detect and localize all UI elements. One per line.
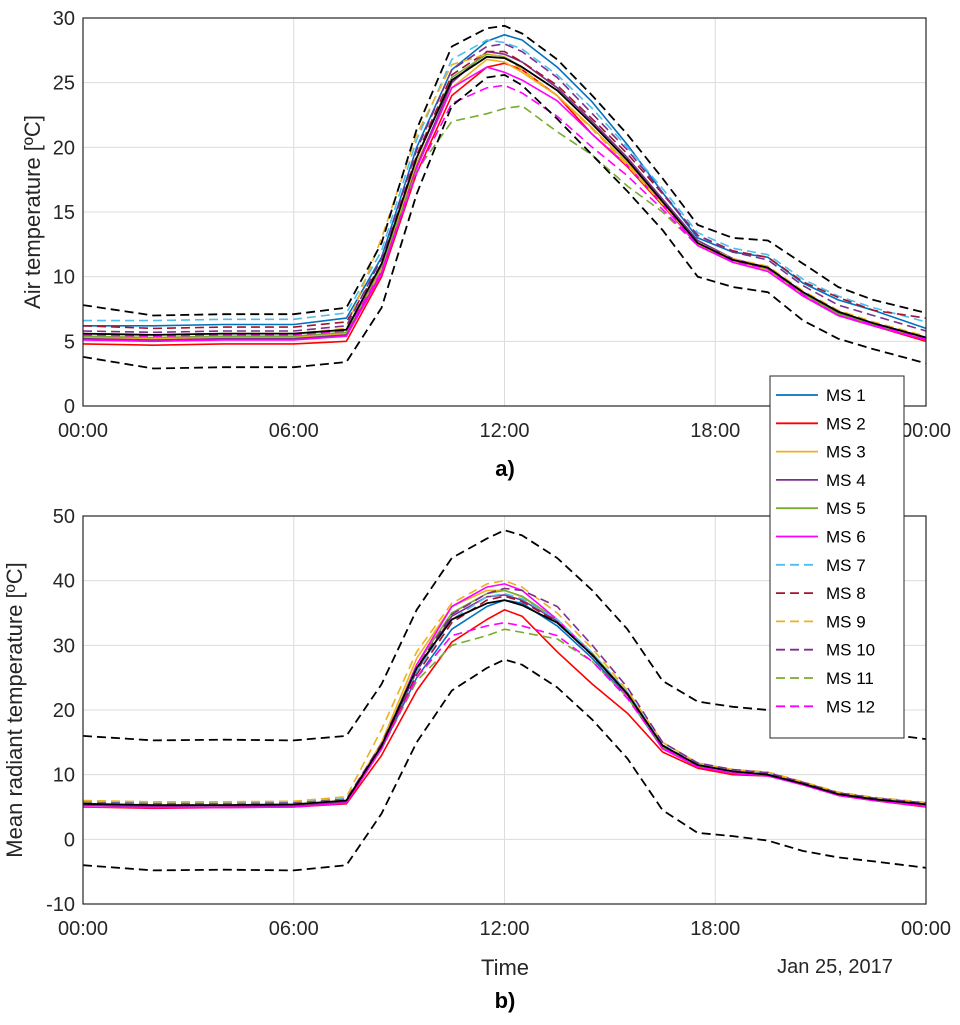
legend-label-ms-5: MS 5	[826, 499, 866, 518]
y-tick-label-b: -10	[46, 894, 75, 916]
series-line-reference-13-a	[82, 24, 927, 317]
series-line-reference-12-b	[82, 599, 927, 806]
series-lines-a	[82, 24, 927, 370]
x-tick-label-b: 18:00	[690, 918, 740, 940]
series-line-ms-6-a	[82, 66, 927, 343]
series-line-ms-9-b	[82, 579, 927, 804]
legend-label-ms-11: MS 11	[826, 669, 874, 688]
y-tick-label-b: 40	[53, 571, 75, 593]
y-tick-label-b: 20	[53, 700, 75, 722]
y-tick-label-b: 30	[53, 635, 75, 657]
y-tick-label-a: 20	[53, 137, 75, 159]
series-lines-b	[82, 529, 927, 872]
x-tick-label-b: 06:00	[269, 918, 319, 940]
legend: MS 1 MS 2 MS 3 MS 4 MS 5 MS 6 MS 7 MS 8 MS 9 MS 1…	[769, 375, 905, 739]
legend-label-ms-8: MS 8	[826, 584, 866, 603]
series-line-ms-12-b	[82, 621, 927, 806]
legend-label-ms-9: MS 9	[826, 612, 866, 631]
y-tick-labels-a: 0 5 10 15 20 25 30	[53, 8, 75, 418]
date-label-b: Jan 25, 2017	[777, 956, 893, 978]
x-tick-label-b: 00:00	[901, 918, 951, 940]
series-line-ms-8-a	[82, 50, 927, 330]
series-line-ms-7-a	[83, 39, 927, 323]
x-tick-label-a: 00:00	[58, 420, 108, 442]
x-axis-label-b: Time	[481, 955, 529, 980]
panel-label-b: b)	[495, 988, 516, 1013]
y-tick-label-a: 5	[64, 331, 75, 353]
panel-a-air-temperature: 0 5 10 15 20 25 30 00:00 06:00 12:00 18:00 00:00 A…	[20, 8, 951, 481]
series-line-reference-14-b	[82, 658, 927, 872]
y-tick-label-b: 10	[53, 765, 75, 787]
series-line-ms-8-b	[82, 595, 927, 806]
legend-label-ms-2: MS 2	[826, 414, 866, 433]
series-line-ms-10-a	[82, 43, 927, 334]
series-line-ms-3-a	[82, 58, 927, 341]
y-axis-label-b: Mean radiant temperature [ºC]	[2, 562, 27, 857]
y-tick-label-a: 10	[53, 267, 75, 289]
legend-label-ms-6: MS 6	[826, 528, 866, 547]
series-line-reference-14-a	[82, 74, 927, 370]
x-tick-labels-a: 00:00 06:00 12:00 18:00 00:00	[58, 420, 951, 442]
x-tick-label-b: 12:00	[479, 918, 529, 940]
panel-label-a: a)	[495, 456, 515, 481]
series-line-ms-9-a	[82, 53, 927, 337]
y-axis-label-a: Air temperature [ºC]	[20, 115, 45, 309]
legend-label-ms-1: MS 1	[826, 386, 866, 405]
y-tick-label-a: 25	[53, 73, 75, 95]
legend-label-ms-12: MS 12	[826, 697, 875, 716]
y-tick-labels-b: -10 0 10 20 30 40 50	[46, 506, 75, 916]
axes-frame-a	[82, 17, 927, 407]
x-tick-label-b: 00:00	[58, 918, 108, 940]
x-tick-label-a: 06:00	[269, 420, 319, 442]
x-tick-label-a: 18:00	[690, 420, 740, 442]
y-tick-label-a: 15	[53, 202, 75, 224]
legend-label-ms-10: MS 10	[826, 641, 875, 660]
series-line-ms-7-b	[82, 592, 927, 804]
series-line-ms-6-b	[82, 583, 927, 809]
y-tick-label-b: 50	[53, 506, 75, 528]
x-tick-label-a: 00:00	[901, 420, 951, 442]
series-line-reference-12-a	[82, 55, 927, 339]
y-tick-label-a: 0	[64, 396, 75, 418]
x-tick-labels-b: 00:00 06:00 12:00 18:00 00:00	[58, 918, 951, 940]
x-tick-label-a: 12:00	[479, 420, 529, 442]
y-tick-label-b: 0	[64, 829, 75, 851]
legend-label-ms-3: MS 3	[826, 443, 866, 462]
axes-frame-b	[82, 515, 927, 905]
series-line-ms-11-a	[82, 105, 927, 340]
y-tick-label-a: 30	[53, 8, 75, 30]
legend-label-ms-7: MS 7	[826, 556, 866, 575]
legend-label-ms-4: MS 4	[826, 471, 866, 490]
